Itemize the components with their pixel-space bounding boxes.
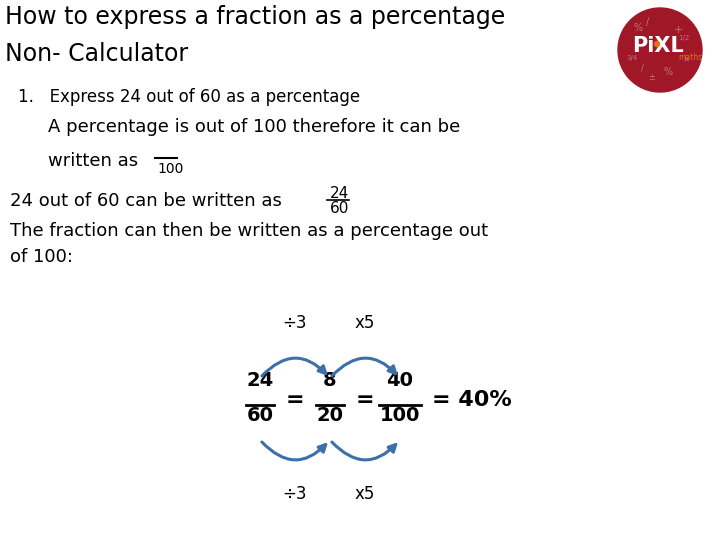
Text: x5: x5: [355, 485, 375, 503]
Text: 8: 8: [323, 371, 337, 390]
Text: 60: 60: [246, 406, 274, 425]
Text: maths: maths: [678, 53, 702, 63]
Text: 40: 40: [387, 371, 413, 390]
Text: 60: 60: [330, 201, 349, 216]
Text: /: /: [647, 17, 649, 27]
Text: = 40%: = 40%: [432, 390, 512, 410]
Text: written as: written as: [48, 152, 144, 170]
Text: 24: 24: [246, 371, 274, 390]
Text: 1/2: 1/2: [678, 35, 690, 41]
Text: How to express a fraction as a percentage: How to express a fraction as a percentag…: [5, 5, 505, 29]
Text: =: =: [356, 390, 374, 410]
Text: A percentage is out of 100 therefore it can be: A percentage is out of 100 therefore it …: [48, 118, 460, 136]
Text: 1.   Express 24 out of 60 as a percentage: 1. Express 24 out of 60 as a percentage: [18, 88, 360, 106]
FancyArrowPatch shape: [262, 442, 325, 460]
Circle shape: [618, 8, 702, 92]
Text: 24: 24: [330, 186, 349, 201]
Text: =: =: [286, 390, 305, 410]
Text: ±: ±: [649, 73, 655, 83]
Text: Non- Calculator: Non- Calculator: [5, 42, 188, 66]
Text: /: /: [641, 64, 644, 72]
Text: 100: 100: [380, 406, 420, 425]
FancyArrowPatch shape: [332, 358, 396, 376]
Text: 24 out of 60 can be written as: 24 out of 60 can be written as: [10, 192, 287, 210]
Text: PiXL: PiXL: [632, 36, 684, 56]
Text: 3/4: 3/4: [626, 55, 638, 61]
Text: x5: x5: [355, 314, 375, 332]
Text: %: %: [634, 23, 642, 33]
FancyArrowPatch shape: [332, 442, 396, 460]
Text: of 100:: of 100:: [10, 248, 73, 266]
Text: %: %: [663, 67, 672, 77]
Text: ×: ×: [683, 56, 690, 64]
Text: 20: 20: [317, 406, 343, 425]
Text: 100: 100: [157, 162, 184, 176]
Text: +: +: [673, 25, 683, 35]
Text: The fraction can then be written as a percentage out: The fraction can then be written as a pe…: [10, 222, 488, 240]
Text: ÷3: ÷3: [283, 485, 307, 503]
FancyArrowPatch shape: [262, 358, 325, 376]
Text: ÷3: ÷3: [283, 314, 307, 332]
Circle shape: [654, 42, 660, 46]
